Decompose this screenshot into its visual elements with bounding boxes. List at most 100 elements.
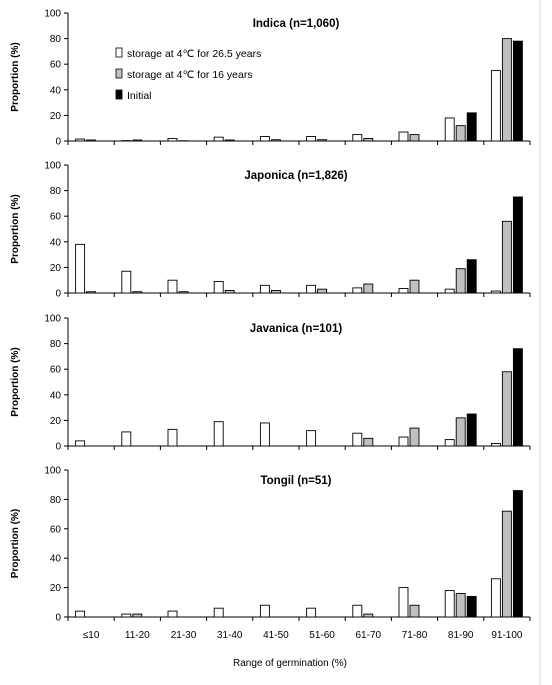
bar-initial-10	[512, 348, 523, 447]
legend-swatch-initial	[115, 89, 123, 100]
bar-initial-9	[466, 595, 477, 618]
bar-storage-at-4-for-16-years-5	[270, 139, 281, 142]
bar-storage-at-4-for-26-5-years-10	[490, 290, 501, 294]
bar-storage-at-4-for-16-years-5	[270, 289, 281, 294]
bar-storage-at-4-for-16-years-7	[363, 137, 374, 142]
bar-storage-at-4-for-26-5-years-3	[167, 137, 178, 142]
x-category-label: 91-100	[491, 630, 523, 641]
bar-storage-at-4-for-26-5-years-4	[213, 136, 224, 142]
panel-title: Indica (n=1,060)	[253, 18, 340, 30]
y-tick-label: 60	[50, 524, 62, 535]
bar-storage-at-4-for-26-5-years-5	[259, 136, 270, 142]
x-category-label: 41-50	[263, 630, 289, 641]
bar-storage-at-4-for-16-years-10	[501, 220, 512, 294]
panel-title: Tongil (n=51)	[260, 475, 331, 487]
bar-storage-at-4-for-26-5-years-3	[167, 428, 178, 447]
bar-storage-at-4-for-16-years-8	[409, 427, 420, 447]
bar-storage-at-4-for-26-5-years-2	[121, 431, 132, 447]
bar-storage-at-4-for-26-5-years-4	[213, 607, 224, 618]
y-tick-label: 60	[50, 60, 62, 71]
bar-storage-at-4-for-26-5-years-8	[398, 436, 409, 447]
legend-swatch-16-years	[115, 68, 123, 79]
bar-storage-at-4-for-26-5-years-5	[259, 422, 270, 447]
x-category-label: 51-60	[309, 630, 335, 641]
legend-label-26-5-years: storage at 4℃ for 26.5 years	[127, 48, 261, 60]
bar-storage-at-4-for-26-5-years-6	[306, 284, 317, 294]
y-tick-label: 0	[55, 289, 61, 300]
y-axis-title: Proportion (%)	[10, 347, 21, 416]
panel-3: 0 20 40 60 80 100 Proportion (%) Javanica (n=10…	[10, 314, 531, 453]
bar-storage-at-4-for-26-5-years-9	[444, 439, 455, 447]
bar-storage-at-4-for-16-years-9	[455, 417, 466, 447]
y-tick-label: 100	[44, 466, 61, 477]
bar-storage-at-4-for-16-years-7	[363, 283, 374, 294]
bar-storage-at-4-for-16-years-10	[501, 510, 512, 618]
y-tick-label: 20	[50, 263, 62, 274]
bar-storage-at-4-for-26-5-years-9	[444, 590, 455, 618]
bar-initial-10	[512, 40, 523, 142]
legend-swatch-26-5-years	[115, 47, 123, 58]
bar-storage-at-4-for-26-5-years-7	[352, 432, 363, 447]
bar-storage-at-4-for-16-years-6	[317, 139, 328, 142]
bar-storage-at-4-for-16-years-8	[409, 279, 420, 294]
y-tick-label: 80	[50, 495, 62, 506]
y-axis-title: Proportion (%)	[10, 509, 21, 578]
y-tick-label: 40	[50, 554, 62, 565]
legend: storage at 4℃ for 26.5 years storage at …	[115, 47, 261, 102]
bar-storage-at-4-for-26-5-years-1	[75, 610, 86, 618]
bar-storage-at-4-for-26-5-years-2	[121, 613, 132, 618]
bar-storage-at-4-for-26-5-years-10	[490, 578, 501, 618]
x-category-label: 61-70	[356, 630, 382, 641]
y-tick-label: 20	[50, 111, 62, 122]
bar-storage-at-4-for-16-years-10	[501, 371, 512, 447]
panel-title: Javanica (n=101)	[250, 323, 343, 335]
bar-storage-at-4-for-26-5-years-4	[213, 281, 224, 294]
bar-storage-at-4-for-26-5-years-6	[306, 136, 317, 142]
y-tick-label: 20	[50, 416, 62, 427]
bar-storage-at-4-for-16-years-4	[224, 139, 235, 142]
panel-title: Japonica (n=1,826)	[244, 170, 347, 182]
x-category-label: 21-30	[171, 630, 197, 641]
bar-storage-at-4-for-26-5-years-10	[490, 442, 501, 447]
bar-storage-at-4-for-16-years-9	[455, 593, 466, 618]
y-tick-label: 100	[44, 161, 61, 172]
x-category-label: 31-40	[217, 630, 243, 641]
bar-storage-at-4-for-16-years-4	[224, 289, 235, 294]
bar-storage-at-4-for-26-5-years-9	[444, 117, 455, 142]
bar-storage-at-4-for-26-5-years-6	[306, 430, 317, 447]
bar-storage-at-4-for-16-years-7	[363, 613, 374, 618]
bar-storage-at-4-for-26-5-years-8	[398, 587, 409, 618]
panel-1: 0 20 40 60 80 100 Proportion (%) Indica (n=1,06…	[10, 9, 531, 148]
y-tick-label: 0	[55, 137, 61, 148]
bar-initial-10	[512, 490, 523, 618]
bar-storage-at-4-for-16-years-3	[178, 291, 189, 294]
bar-storage-at-4-for-26-5-years-7	[352, 134, 363, 142]
bar-storage-at-4-for-26-5-years-5	[259, 604, 270, 618]
bar-storage-at-4-for-26-5-years-1	[75, 440, 86, 447]
x-category-label: 81-90	[448, 630, 474, 641]
y-tick-label: 0	[55, 613, 61, 624]
bar-storage-at-4-for-26-5-years-1	[75, 243, 86, 294]
bar-storage-at-4-for-26-5-years-10	[490, 70, 501, 142]
bar-storage-at-4-for-26-5-years-2	[121, 270, 132, 294]
bar-storage-at-4-for-16-years-9	[455, 125, 466, 142]
x-category-label: 11-20	[125, 630, 150, 641]
x-axis-title: Range of germination (%)	[233, 658, 347, 669]
legend-label-initial: Initial	[127, 90, 152, 102]
y-tick-label: 80	[50, 339, 62, 350]
bar-storage-at-4-for-16-years-2	[132, 139, 143, 142]
bar-storage-at-4-for-26-5-years-5	[259, 284, 270, 294]
y-tick-label: 100	[44, 9, 61, 20]
bar-storage-at-4-for-26-5-years-7	[352, 604, 363, 618]
y-tick-label: 40	[50, 237, 62, 248]
bar-storage-at-4-for-16-years-2	[132, 291, 143, 294]
bar-initial-9	[466, 259, 477, 294]
bar-storage-at-4-for-16-years-6	[317, 288, 328, 294]
chart-panels: 0 20 40 60 80 100 Proportion (%) Indica (n=1,06…	[10, 9, 531, 624]
bar-storage-at-4-for-16-years-1	[86, 139, 97, 142]
bar-storage-at-4-for-16-years-9	[455, 268, 466, 294]
y-tick-label: 80	[50, 34, 62, 45]
bar-storage-at-4-for-26-5-years-3	[167, 610, 178, 618]
bar-storage-at-4-for-26-5-years-1	[75, 138, 86, 142]
